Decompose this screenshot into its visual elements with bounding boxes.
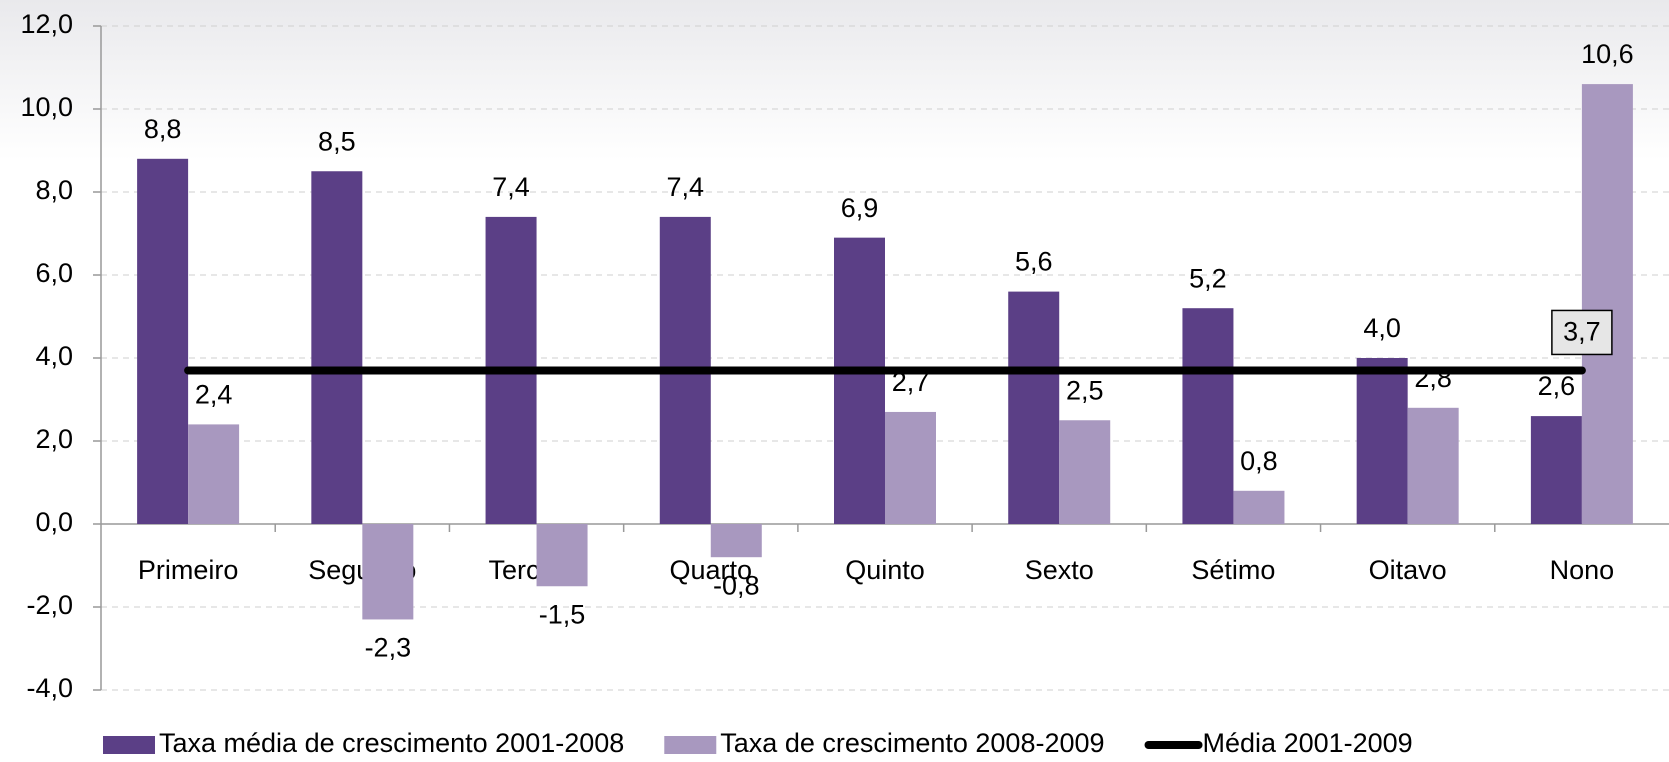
data-label: 2,5 [1066, 375, 1104, 405]
y-tick-label: 10,0 [20, 92, 73, 122]
data-label: -2,3 [365, 633, 412, 663]
data-label: 0,8 [1240, 446, 1278, 476]
x-tick-label: Quinto [845, 555, 925, 585]
data-label: 10,6 [1581, 39, 1634, 69]
data-label: 2,6 [1538, 371, 1576, 401]
y-tick-label: 6,0 [35, 258, 73, 288]
data-label: 6,9 [841, 193, 879, 223]
data-label: 7,4 [667, 172, 705, 202]
data-label: -1,5 [539, 599, 586, 629]
x-tick-label: Sétimo [1191, 555, 1275, 585]
bar [536, 524, 588, 587]
bar [1356, 358, 1408, 524]
data-label: 3,7 [1563, 317, 1601, 347]
legend-label: Taxa média de crescimento 2001-2008 [159, 728, 624, 758]
data-label-box [1551, 309, 1613, 356]
x-tick-label: Nono [1550, 555, 1615, 585]
y-tick-label: 0,0 [35, 507, 73, 537]
legend-label: Taxa de crescimento 2008-2009 [720, 728, 1104, 758]
data-label: 2,4 [195, 380, 233, 410]
data-label: 4,0 [1363, 313, 1401, 343]
bar [137, 158, 189, 525]
y-tick-label: 4,0 [35, 341, 73, 371]
bar [885, 411, 936, 524]
bar [1233, 490, 1285, 524]
bar [188, 424, 240, 524]
x-tick-label: Quarto [670, 555, 753, 585]
data-label: 5,2 [1189, 263, 1227, 293]
data-label: 5,6 [1015, 247, 1053, 277]
bar [311, 171, 363, 524]
data-label: 7,4 [492, 172, 530, 202]
bar [1407, 407, 1459, 524]
bar [834, 237, 885, 524]
data-label: 8,5 [318, 126, 356, 156]
legend-swatch [103, 736, 155, 754]
bar [1008, 291, 1060, 524]
bar [1182, 308, 1234, 524]
bar [1581, 84, 1633, 524]
x-tick-label: Primeiro [138, 555, 239, 585]
y-tick-label: 8,0 [35, 175, 73, 205]
data-label: 8,8 [144, 114, 182, 144]
legend-swatch [664, 736, 717, 754]
legend-label: Média 2001-2009 [1203, 728, 1413, 758]
bar [710, 524, 762, 558]
data-label: -0,8 [713, 570, 760, 600]
y-tick-label: 2,0 [35, 424, 73, 454]
x-tick-label: Oitavo [1369, 555, 1447, 585]
bar [362, 524, 414, 620]
y-tick-label: -2,0 [26, 590, 73, 620]
x-tick-label: Sexto [1025, 555, 1094, 585]
bar [1530, 416, 1582, 524]
y-tick-label: 12,0 [20, 9, 73, 39]
y-tick-label: -4,0 [26, 673, 73, 703]
bar [1059, 420, 1111, 524]
